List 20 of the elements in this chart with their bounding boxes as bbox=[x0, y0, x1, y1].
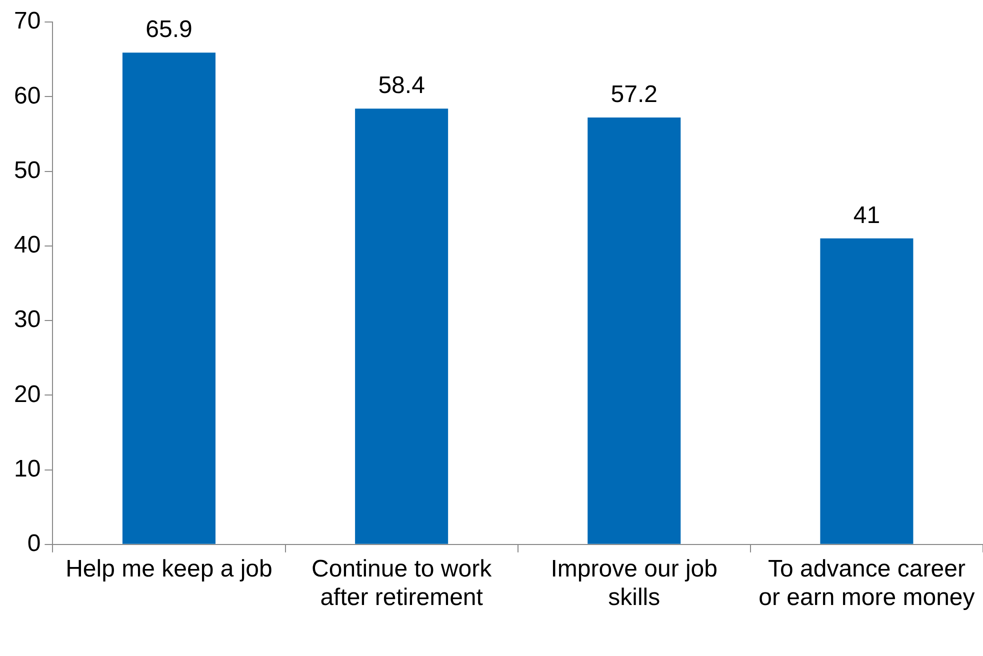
y-tick-label: 70 bbox=[14, 8, 41, 35]
bar bbox=[820, 238, 914, 544]
bar bbox=[588, 118, 681, 544]
y-tick-label: 50 bbox=[14, 156, 41, 184]
data-label: 58.4 bbox=[378, 72, 425, 100]
data-label: 41 bbox=[853, 202, 880, 230]
bar bbox=[122, 52, 216, 544]
data-label: 65.9 bbox=[146, 16, 192, 44]
x-tick-label: Continue to work after retirement bbox=[312, 555, 493, 612]
y-tick-label: 10 bbox=[14, 455, 41, 482]
x-tick-label: Help me keep a job bbox=[66, 555, 272, 582]
y-tick-label: 0 bbox=[27, 530, 41, 558]
x-tick-label: To advance career or earn more money bbox=[758, 555, 975, 612]
y-tick-label: 60 bbox=[14, 82, 41, 110]
y-tick-label: 30 bbox=[14, 306, 41, 334]
y-tick-label: 20 bbox=[14, 380, 41, 408]
bar bbox=[355, 108, 448, 544]
x-tick-label: Improve our job skills bbox=[550, 555, 718, 612]
y-tick-label: 40 bbox=[14, 232, 41, 259]
data-label: 57.2 bbox=[610, 81, 658, 108]
